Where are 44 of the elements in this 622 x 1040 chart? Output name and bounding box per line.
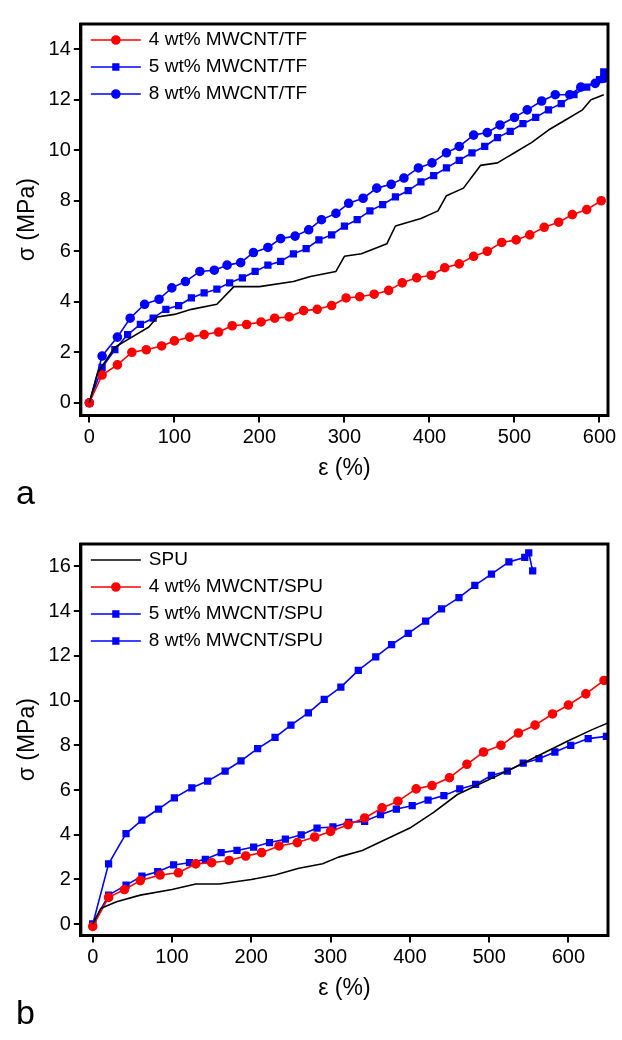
y-tick-label: 16 xyxy=(48,553,71,576)
x-tick-label: 200 xyxy=(234,944,268,967)
y-tick-label: 2 xyxy=(59,339,71,362)
y-tick-label: 2 xyxy=(59,867,71,889)
legend-label: 5 wt% MWCNT/SPU xyxy=(148,602,324,624)
legend-label: 4 wt% MWCNT/TF xyxy=(148,28,308,50)
x-axis-title: ε (%) xyxy=(318,973,371,1000)
y-tick-label: 14 xyxy=(48,36,71,59)
legend-label: 8 wt% MWCNT/SPU xyxy=(148,629,324,651)
x-tick-label: 300 xyxy=(327,424,362,447)
y-tick-label: 8 xyxy=(59,732,71,755)
x-tick-label: 0 xyxy=(83,424,95,447)
x-tick-label: 400 xyxy=(393,944,427,967)
y-tick-label: 6 xyxy=(59,777,71,800)
x-tick-label: 600 xyxy=(582,424,617,447)
legend-label: SPU xyxy=(148,548,188,570)
x-tick-label: 400 xyxy=(412,424,447,447)
legend-label: 5 wt% MWCNT/TF xyxy=(148,55,308,77)
x-tick-label: 200 xyxy=(242,424,277,447)
y-tick-label: 14 xyxy=(48,598,71,621)
y-axis-title: σ (MPa) xyxy=(13,178,40,262)
y-tick-label: 4 xyxy=(59,822,71,845)
x-tick-label: 100 xyxy=(157,424,192,447)
x-tick-label: 600 xyxy=(551,944,586,967)
text: a xyxy=(16,473,35,512)
x-tick-label: 500 xyxy=(497,424,532,447)
y-tick-label: 10 xyxy=(48,137,71,160)
y-tick-label: 10 xyxy=(48,688,71,711)
legend-label: 4 wt% MWCNT/SPU xyxy=(148,575,324,597)
y-axis-title: σ (MPa) xyxy=(13,698,40,782)
x-tick-label: 300 xyxy=(313,944,348,967)
y-tick-label: 0 xyxy=(59,390,71,413)
y-tick-label: 4 xyxy=(59,289,71,312)
y-tick-label: 12 xyxy=(48,643,71,666)
y-tick-label: 0 xyxy=(59,911,71,934)
x-axis-title: ε (%) xyxy=(318,453,371,480)
text: b xyxy=(16,993,35,1032)
x-tick-label: 0 xyxy=(87,944,99,967)
y-tick-label: 12 xyxy=(48,87,71,110)
y-tick-label: 8 xyxy=(59,188,71,211)
legend-label: 8 wt% MWCNT/TF xyxy=(148,82,308,104)
x-tick-label: 500 xyxy=(472,944,506,967)
y-tick-label: 6 xyxy=(59,238,71,261)
x-tick-label: 100 xyxy=(155,944,189,967)
